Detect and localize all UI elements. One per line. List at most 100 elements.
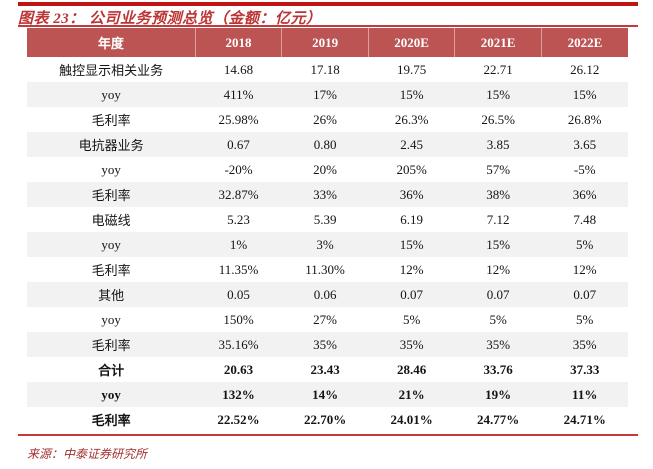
row-value: 22.52% xyxy=(195,407,282,432)
table-body: 触控显示相关业务 14.68 17.18 19.75 22.71 26.12 yoy 411%… xyxy=(27,57,628,432)
row-value: 15% xyxy=(368,232,455,257)
row-label: 电磁线 xyxy=(27,207,196,232)
row-value: 33% xyxy=(281,182,369,207)
row-value: 14% xyxy=(281,382,369,407)
row-value: 0.06 xyxy=(281,282,369,307)
row-value: 0.05 xyxy=(195,282,282,307)
row-value: 0.80 xyxy=(281,132,369,157)
row-value: 5% xyxy=(541,307,628,332)
row-value: -5% xyxy=(541,157,628,182)
bottom-rule xyxy=(18,434,638,436)
table-row: yoy -20% 20% 205% 57% -5% xyxy=(27,157,628,182)
row-value: 21% xyxy=(368,382,455,407)
table-row: 毛利率 11.35% 11.30% 12% 12% 12% xyxy=(27,257,628,282)
table-row: yoy 1% 3% 15% 15% 5% xyxy=(27,232,628,257)
row-value: 24.01% xyxy=(368,407,455,432)
row-value: 0.67 xyxy=(195,132,282,157)
row-value: 33.76 xyxy=(454,357,542,382)
row-value: 36% xyxy=(541,182,628,207)
row-value: 20% xyxy=(281,157,369,182)
row-label: yoy xyxy=(27,382,196,407)
row-value: 14.68 xyxy=(195,57,282,82)
row-value: 57% xyxy=(454,157,542,182)
title-underline xyxy=(18,25,638,27)
row-value: 35% xyxy=(281,332,369,357)
row-value: 11.35% xyxy=(195,257,282,282)
row-value: 32.87% xyxy=(195,182,282,207)
row-label: 毛利率 xyxy=(27,107,196,132)
row-value: 3% xyxy=(281,232,369,257)
row-value: 17.18 xyxy=(281,57,369,82)
row-label: 电抗器业务 xyxy=(27,132,196,157)
row-value: 7.48 xyxy=(541,207,628,232)
row-value: 35% xyxy=(368,332,455,357)
row-value: 0.07 xyxy=(454,282,542,307)
row-value: 5% xyxy=(368,307,455,332)
table-row: 电磁线 5.23 5.39 6.19 7.12 7.48 xyxy=(27,207,628,232)
table-row: 毛利率 22.52% 22.70% 24.01% 24.77% 24.71% xyxy=(27,407,628,432)
row-value: 23.43 xyxy=(281,357,369,382)
row-value: 36% xyxy=(368,182,455,207)
row-value: 38% xyxy=(454,182,542,207)
row-value: 6.19 xyxy=(368,207,455,232)
row-value: 19% xyxy=(454,382,542,407)
row-label: 毛利率 xyxy=(27,407,196,432)
row-value: 7.12 xyxy=(454,207,542,232)
row-value: 132% xyxy=(195,382,282,407)
row-label: 毛利率 xyxy=(27,332,196,357)
row-value: 15% xyxy=(368,82,455,107)
row-value: 12% xyxy=(541,257,628,282)
column-header-year: 2018 xyxy=(194,28,282,57)
row-value: 411% xyxy=(195,82,282,107)
column-header-year: 2021E xyxy=(454,28,542,57)
row-value: 15% xyxy=(454,82,542,107)
row-value: 26.8% xyxy=(541,107,628,132)
row-value: 27% xyxy=(281,307,369,332)
row-value: 26.5% xyxy=(454,107,542,132)
row-value: 3.85 xyxy=(454,132,542,157)
row-value: 5% xyxy=(454,307,542,332)
table-row: yoy 150% 27% 5% 5% 5% xyxy=(27,307,628,332)
row-value: 2.45 xyxy=(368,132,455,157)
row-value: 35% xyxy=(541,332,628,357)
row-label: yoy xyxy=(27,157,196,182)
row-value: 24.77% xyxy=(454,407,542,432)
row-label: 毛利率 xyxy=(27,257,196,282)
table-row: 触控显示相关业务 14.68 17.18 19.75 22.71 26.12 xyxy=(27,57,628,82)
row-value: 26% xyxy=(281,107,369,132)
row-value: 19.75 xyxy=(368,57,455,82)
row-value: 11% xyxy=(541,382,628,407)
row-value: 37.33 xyxy=(541,357,628,382)
row-value: 150% xyxy=(195,307,282,332)
table-row: 电抗器业务 0.67 0.80 2.45 3.85 3.65 xyxy=(27,132,628,157)
forecast-table-container: 年度 2018 2019 2020E 2021E 2022E 触控显示相关业务 14.68 1… xyxy=(27,28,628,432)
table-row: yoy 411% 17% 15% 15% 15% xyxy=(27,82,628,107)
table-row: 合计 20.63 23.43 28.46 33.76 37.33 xyxy=(27,357,628,382)
row-value: 0.07 xyxy=(368,282,455,307)
row-value: 0.07 xyxy=(541,282,628,307)
row-label: 毛利率 xyxy=(27,182,196,207)
table-row: 毛利率 32.87% 33% 36% 38% 36% xyxy=(27,182,628,207)
table-row: 其他 0.05 0.06 0.07 0.07 0.07 xyxy=(27,282,628,307)
row-value: 15% xyxy=(454,232,542,257)
row-value: 24.71% xyxy=(541,407,628,432)
row-value: 5.23 xyxy=(195,207,282,232)
row-value: 26.12 xyxy=(541,57,628,82)
row-label: 合计 xyxy=(27,357,196,382)
row-value: -20% xyxy=(195,157,282,182)
table-row: 毛利率 25.98% 26% 26.3% 26.5% 26.8% xyxy=(27,107,628,132)
row-value: 20.63 xyxy=(195,357,282,382)
row-value: 205% xyxy=(368,157,455,182)
row-value: 22.71 xyxy=(454,57,542,82)
column-header-year: 2020E xyxy=(367,28,455,57)
row-value: 12% xyxy=(454,257,542,282)
row-value: 3.65 xyxy=(541,132,628,157)
table-header-row: 年度 2018 2019 2020E 2021E 2022E xyxy=(27,28,628,57)
forecast-table: 年度 2018 2019 2020E 2021E 2022E 触控显示相关业务 14.68 1… xyxy=(27,28,628,432)
column-header-year: 2019 xyxy=(281,28,369,57)
row-value: 15% xyxy=(541,82,628,107)
row-value: 25.98% xyxy=(195,107,282,132)
row-value: 5.39 xyxy=(281,207,369,232)
row-value: 12% xyxy=(368,257,455,282)
